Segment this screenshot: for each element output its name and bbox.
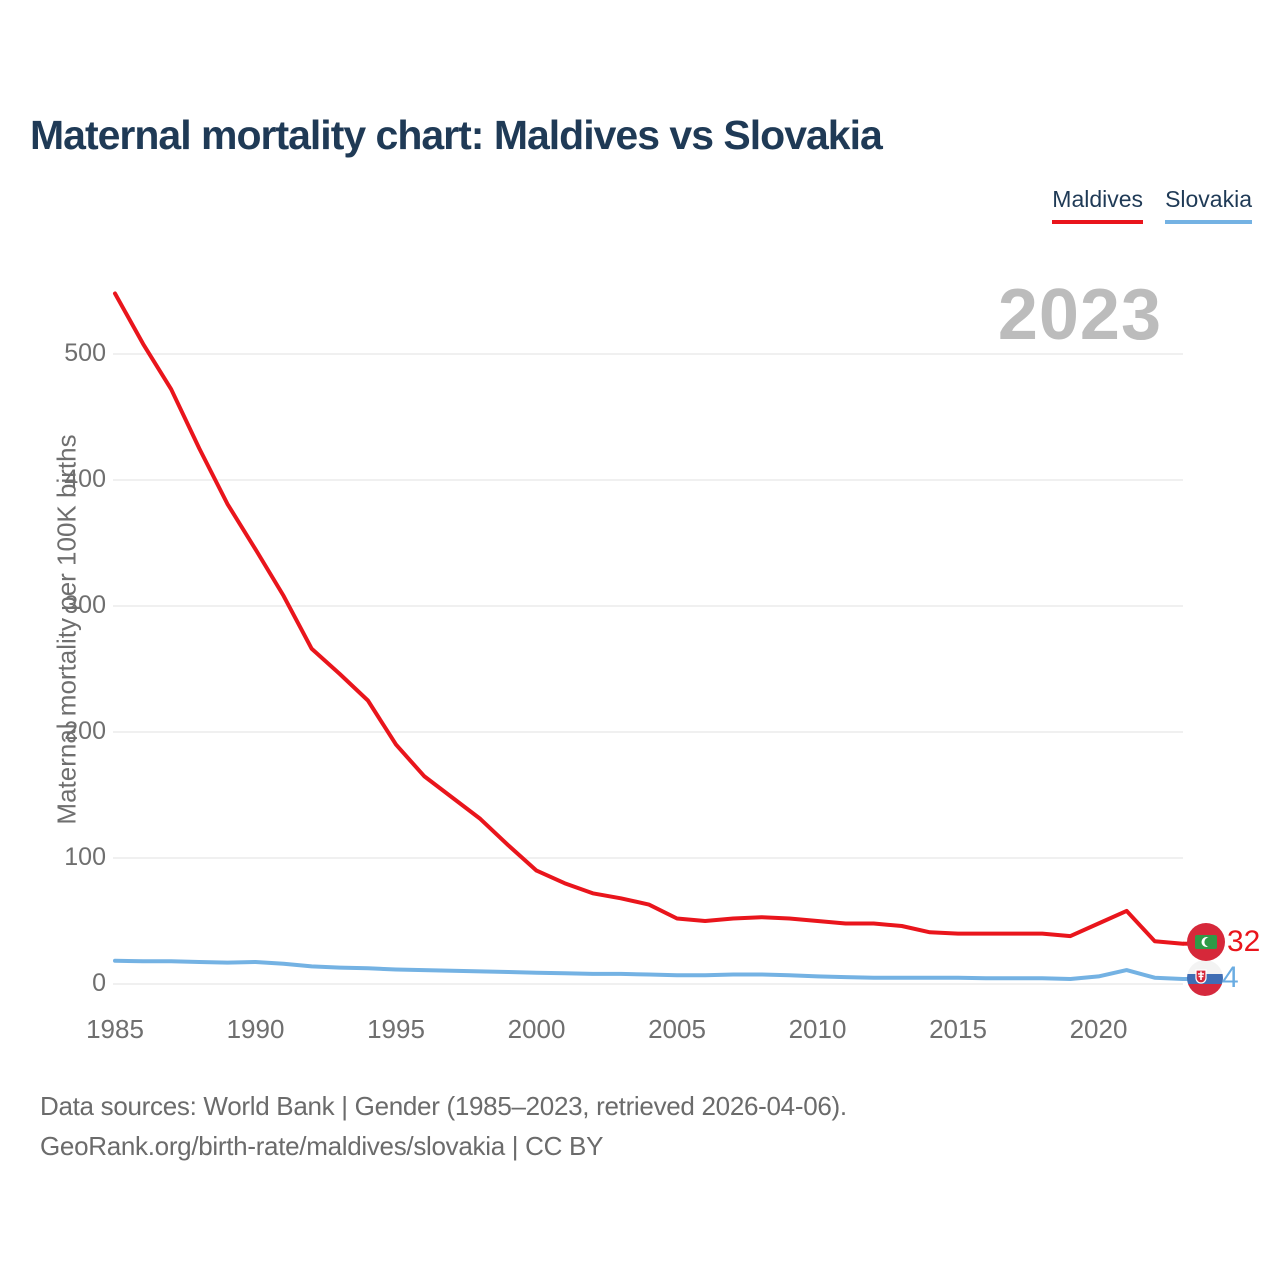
y-tick-label: 200 [64, 717, 106, 745]
footer: Data sources: World Bank | Gender (1985–… [40, 1086, 847, 1166]
maldives-end-value: 32 [1227, 925, 1261, 958]
watermark-year: 2023 [997, 275, 1162, 355]
y-tick-label: 100 [64, 843, 106, 871]
page-title: Maternal mortality chart: Maldives vs Sl… [30, 112, 883, 158]
legend-item-slovakia[interactable]: Slovakia [1165, 186, 1252, 224]
x-tick-label: 2000 [507, 1014, 566, 1044]
maldives-flag-icon [1187, 923, 1225, 961]
legend-item-maldives[interactable]: Maldives [1052, 186, 1144, 224]
y-tick-label: 0 [92, 969, 106, 997]
legend: Maldives Slovakia [1052, 186, 1252, 224]
slovakia-end-value: 4 [1222, 961, 1239, 994]
x-tick-label: 1985 [86, 1014, 144, 1044]
slovakia-flag-icon [1187, 960, 1223, 996]
y-tick-label: 300 [64, 591, 106, 619]
x-tick-label: 2020 [1069, 1014, 1128, 1044]
x-tick-label: 2015 [929, 1014, 987, 1044]
y-tick-label: 400 [64, 465, 106, 493]
x-tick-label: 2010 [788, 1014, 847, 1044]
x-tick-label: 1995 [367, 1014, 425, 1044]
footer-sources-line: Data sources: World Bank | Gender (1985–… [40, 1091, 847, 1121]
x-tick-label: 1990 [226, 1014, 285, 1044]
footer-attribution-line: GeoRank.org/birth-rate/maldives/slovakia… [40, 1131, 604, 1161]
y-tick-label: 500 [64, 339, 106, 367]
x-tick-label: 2005 [648, 1014, 706, 1044]
